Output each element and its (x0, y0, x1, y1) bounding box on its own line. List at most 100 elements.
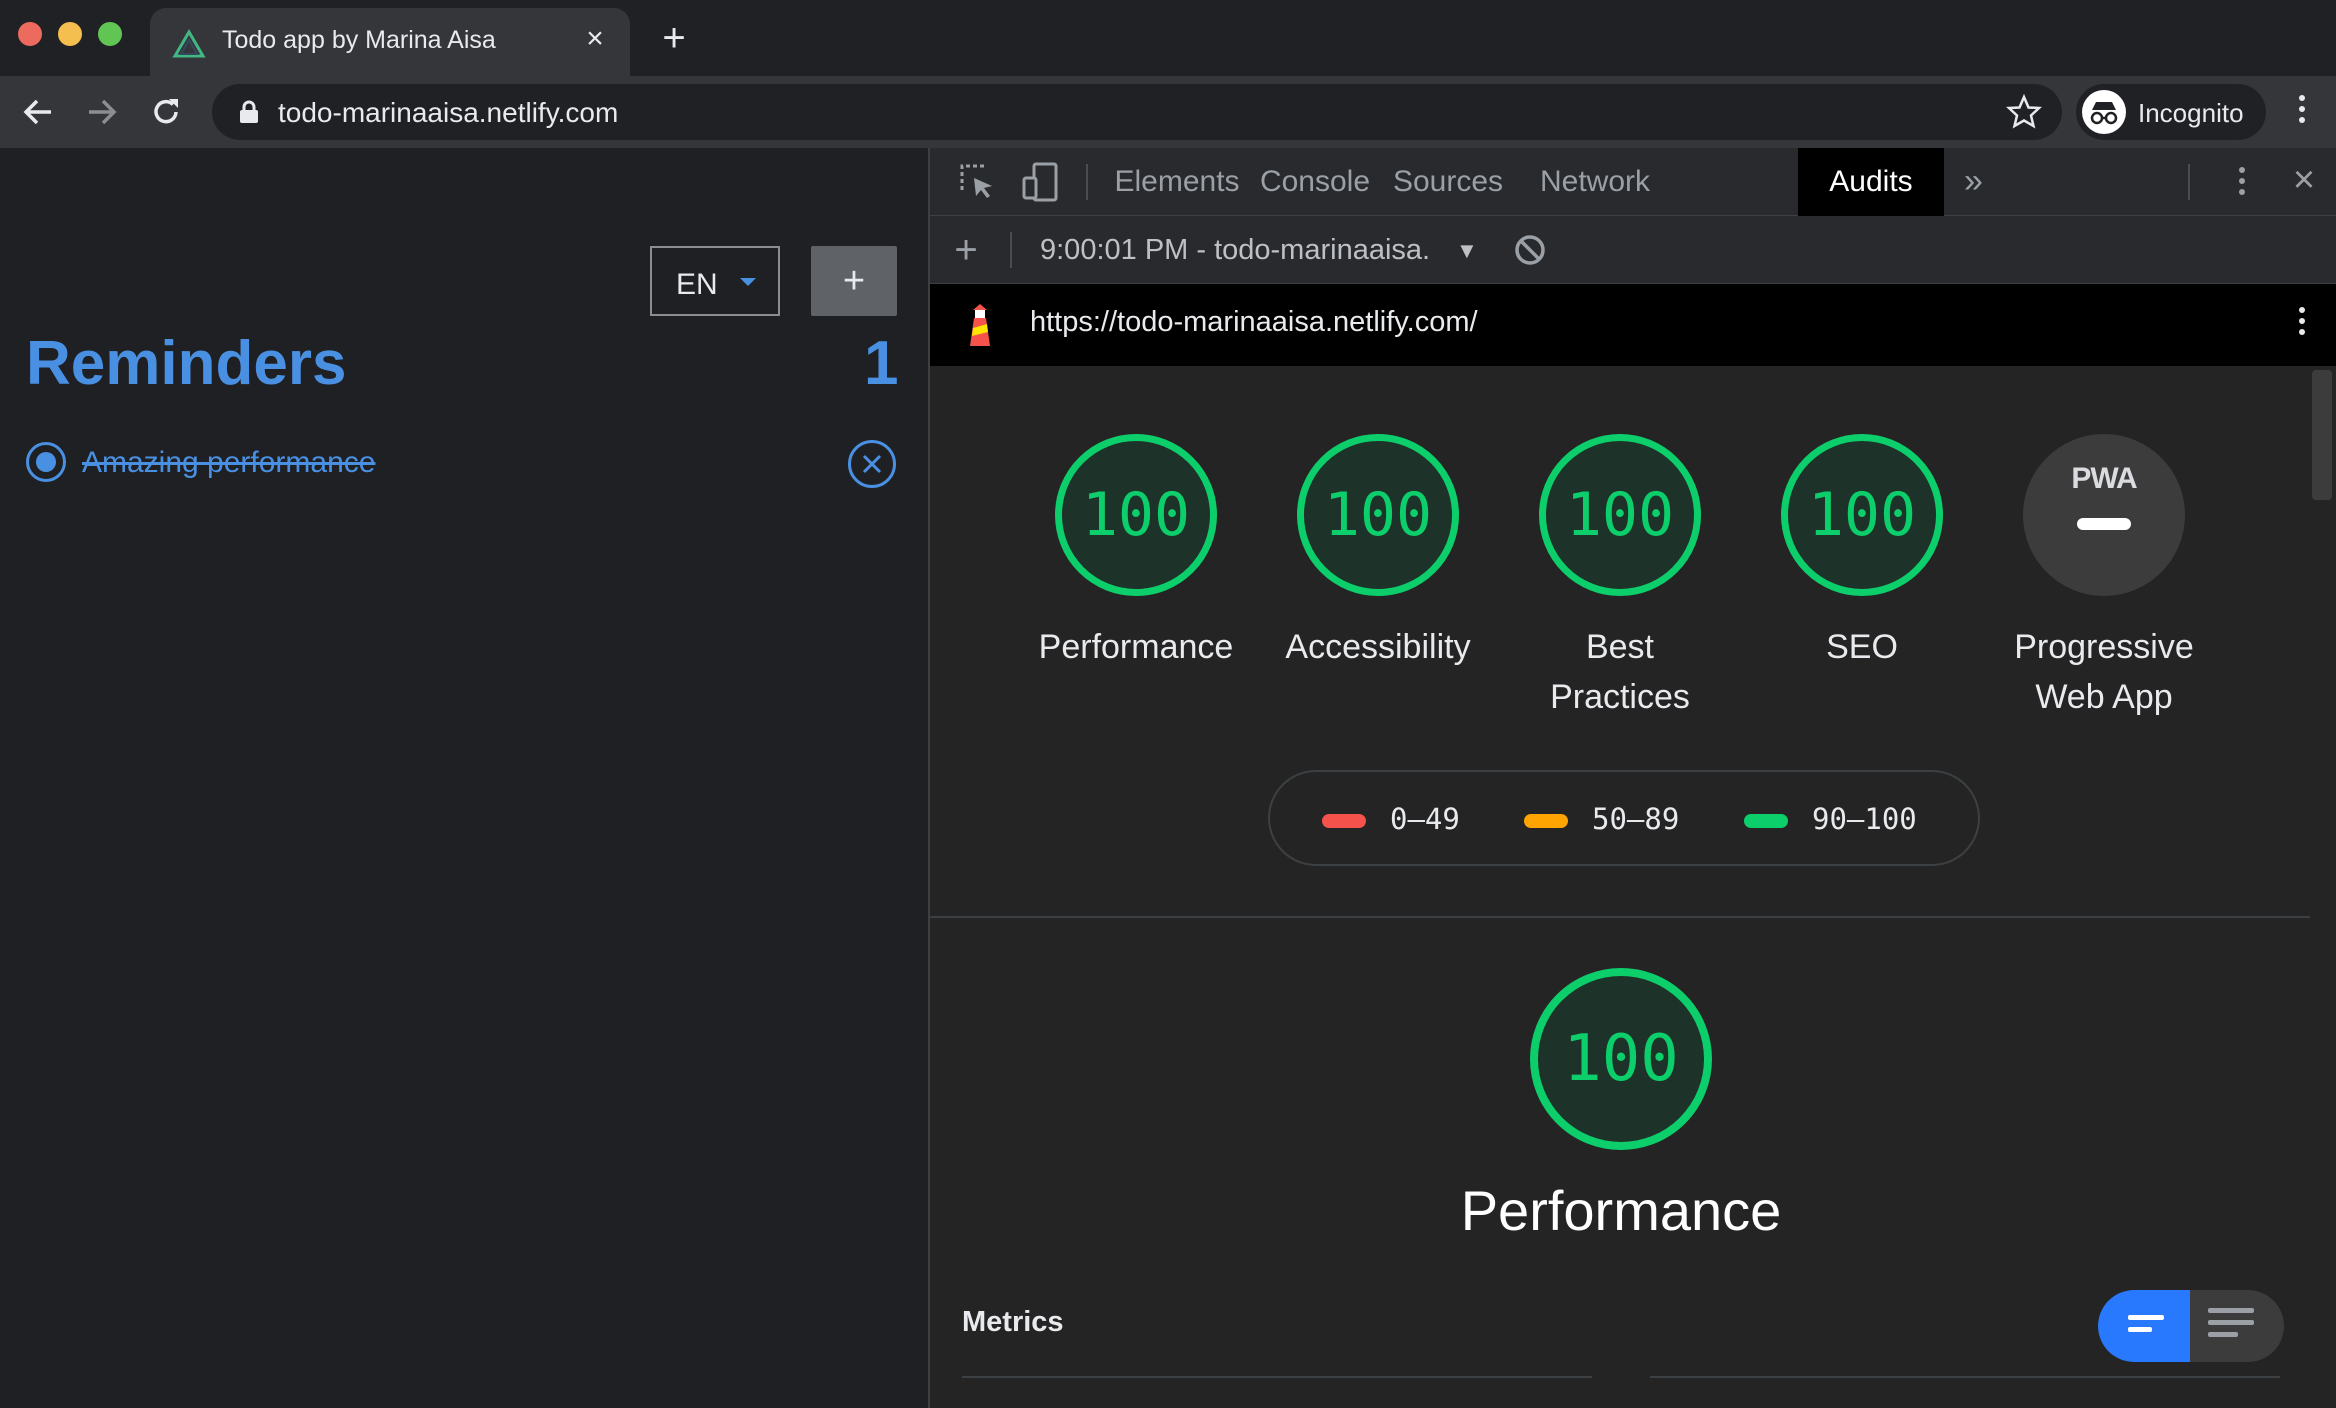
forward-arrow-icon (89, 99, 117, 125)
audits-toolbar: + 9:00:01 PM - todo-marinaaisa. ▼ (930, 216, 2336, 284)
incognito-profile-button[interactable]: Incognito (2076, 84, 2266, 140)
tab-audits[interactable]: Audits (1798, 148, 1944, 216)
reload-button[interactable] (144, 90, 188, 134)
devtools-splitter[interactable] (928, 148, 930, 1408)
score-seo[interactable]: 100 SEO (1762, 434, 1962, 672)
more-tabs-button[interactable]: » (1964, 162, 1983, 200)
inspect-element-icon[interactable] (956, 160, 1000, 204)
score-gauge: 100 (1539, 434, 1701, 596)
report-menu-button[interactable] (2290, 302, 2314, 348)
chevron-down-icon[interactable]: ▼ (1456, 238, 1478, 263)
legend-swatch-pass (1744, 814, 1788, 828)
score-gauge: 100 (1297, 434, 1459, 596)
score-label: Accessibility (1285, 628, 1471, 666)
score-value: 100 (1807, 480, 1917, 550)
url-text: todo-marinaaisa.netlify.com (278, 97, 619, 128)
incognito-icon (2082, 90, 2126, 134)
score-label: Progressive Web App (2014, 628, 2194, 716)
tab-title: Todo app by Marina Aisa (222, 26, 496, 54)
expanded-lines-icon[interactable] (2208, 1308, 2254, 1344)
score-label: Performance (1038, 628, 1234, 666)
tab-console[interactable]: Console (1259, 165, 1371, 198)
close-icon (862, 454, 882, 474)
add-todo-button[interactable]: + (811, 246, 897, 316)
tab-network[interactable]: Network (1539, 165, 1651, 198)
compact-view-button[interactable] (2098, 1290, 2190, 1362)
tab-close-icon[interactable]: × (586, 22, 604, 55)
section-title: Performance (1460, 1179, 1782, 1242)
score-value: 100 (1323, 480, 1433, 550)
maximize-window-button[interactable] (98, 22, 122, 46)
score-value: 100 (1565, 480, 1675, 550)
score-pwa[interactable]: PWA Progressive Web App (2004, 434, 2204, 722)
device-toolbar-icon[interactable] (1018, 160, 1062, 204)
score-value: 100 (1563, 1022, 1679, 1096)
legend-text: 90–100 (1812, 802, 1917, 836)
score-performance[interactable]: 100 Performance (1036, 434, 1236, 672)
divider (1650, 1376, 2280, 1378)
devtools-close-icon[interactable]: × (2292, 159, 2316, 201)
close-window-button[interactable] (18, 22, 42, 46)
lock-icon (240, 100, 258, 123)
pwa-badge-text: PWA (2071, 462, 2137, 495)
clear-reports-icon[interactable] (1512, 232, 1548, 268)
list-item: Amazing performance (26, 438, 898, 488)
browser-tab[interactable]: Todo app by Marina Aisa × (150, 8, 630, 76)
devtools-menu-button[interactable] (2230, 162, 2254, 202)
language-value: EN (676, 268, 718, 301)
todo-count: 1 (864, 329, 899, 398)
divider (2188, 164, 2190, 200)
forward-button[interactable] (80, 90, 124, 134)
tab-elements[interactable]: Elements (1114, 165, 1240, 198)
report-select[interactable]: 9:00:01 PM - todo-marinaaisa. (1040, 234, 1431, 266)
new-audit-button[interactable]: + (954, 228, 978, 272)
score-legend: 0–49 50–89 90–100 (1268, 770, 1980, 866)
incognito-label: Incognito (2138, 98, 2244, 128)
tab-strip: Todo app by Marina Aisa × + (0, 0, 2336, 76)
delete-todo-button[interactable] (848, 440, 896, 488)
audited-url[interactable]: https://todo-marinaaisa.netlify.com/ (1030, 306, 1478, 338)
lighthouse-logo-icon (970, 304, 990, 346)
todo-checkbox[interactable] (26, 442, 66, 482)
reload-icon (154, 99, 178, 124)
legend-swatch-average (1524, 814, 1568, 828)
metrics-view-toggle[interactable] (2098, 1290, 2284, 1362)
score-label: SEO (1826, 628, 1898, 666)
pwa-dash (2077, 518, 2131, 530)
score-accessibility[interactable]: 100 Accessibility (1278, 434, 1478, 672)
divider (1086, 164, 1088, 200)
compact-lines-icon (2128, 1315, 2164, 1339)
devtools-tabbar: Elements Console Sources Network Audits … (930, 148, 2336, 216)
divider (962, 1376, 1592, 1378)
back-button[interactable] (16, 90, 60, 134)
score-best-practices[interactable]: 100 Best Practices (1520, 434, 1720, 722)
page-title: Reminders (26, 329, 347, 398)
score-label: Best Practices (1550, 628, 1690, 716)
tab-sources[interactable]: Sources (1392, 165, 1504, 198)
minimize-window-button[interactable] (58, 22, 82, 46)
language-select[interactable]: EN (650, 246, 780, 316)
chevron-down-icon (740, 278, 756, 286)
scrollbar-thumb[interactable] (2312, 370, 2332, 500)
new-tab-button[interactable]: + (662, 16, 686, 60)
vue-logo-icon (172, 29, 206, 58)
legend-swatch-fail (1322, 814, 1366, 828)
score-gauge: 100 (1055, 434, 1217, 596)
browser-toolbar: todo-marinaaisa.netlify.com Incognito (0, 76, 2336, 148)
metrics-heading: Metrics (962, 1306, 1064, 1338)
browser-menu-button[interactable] (2290, 90, 2314, 134)
scrollbar[interactable] (2310, 366, 2336, 1408)
performance-score-gauge: 100 (1530, 968, 1712, 1150)
address-bar[interactable]: todo-marinaaisa.netlify.com (212, 84, 2062, 140)
legend-text: 50–89 (1592, 802, 1680, 836)
todo-text[interactable]: Amazing performance (82, 446, 376, 479)
divider (1010, 232, 1012, 268)
legend-text: 0–49 (1390, 802, 1460, 836)
score-value: 100 (1081, 480, 1191, 550)
divider (930, 916, 2310, 918)
todo-app-page: EN + Reminders 1 Amazing performance (0, 148, 928, 1408)
pwa-badge-icon: PWA (2023, 434, 2185, 596)
devtools-panel: Elements Console Sources Network Audits … (930, 148, 2336, 1408)
bookmark-star-icon[interactable] (2006, 94, 2042, 130)
score-gauge: 100 (1781, 434, 1943, 596)
